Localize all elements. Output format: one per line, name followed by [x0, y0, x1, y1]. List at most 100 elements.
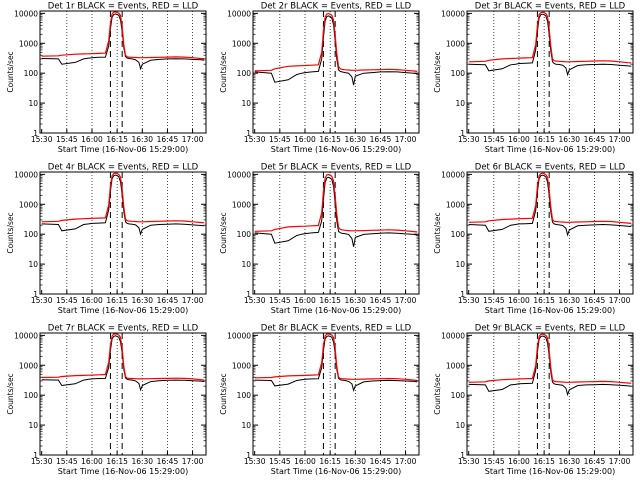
x-tick-label: 16:00 — [294, 296, 316, 305]
x-tick-label: 15:30 — [31, 296, 53, 305]
y-tick-label: 10000 — [227, 331, 251, 340]
x-tick-label: 15:30 — [244, 296, 266, 305]
x-tick-label: 16:45 — [370, 135, 392, 144]
y-tick-label: 1 — [33, 290, 38, 299]
x-tick-label: 17:00 — [609, 296, 631, 305]
y-axis-label: Counts/sec — [6, 51, 15, 92]
x-axis-label: Start Time (16-Nov-06 15:29:00) — [485, 467, 615, 476]
y-tick-label: 100 — [451, 230, 466, 239]
plot-frame — [252, 10, 420, 134]
x-tick-label: 16:00 — [81, 457, 103, 466]
y-tick-label: 1000 — [19, 200, 38, 209]
y-tick-label: 1000 — [446, 39, 465, 48]
x-axis-label: Start Time (16-Nov-06 15:29:00) — [58, 145, 188, 154]
y-tick-label: 10 — [241, 421, 251, 430]
x-axis-label: Start Time (16-Nov-06 15:29:00) — [58, 467, 188, 476]
series-line-red — [468, 333, 632, 384]
series-line-red — [254, 12, 418, 72]
y-tick-label: 10000 — [441, 170, 465, 179]
x-tick-label: 16:45 — [370, 296, 392, 305]
plot-frame — [39, 332, 207, 456]
x-tick-label: 15:30 — [31, 457, 53, 466]
y-tick-label: 100 — [24, 69, 39, 78]
y-tick-label: 100 — [24, 230, 39, 239]
y-tick-label: 100 — [24, 391, 39, 400]
chart-title: Det 9r BLACK = Events, RED = LLD — [475, 324, 626, 334]
y-tick-label: 1000 — [446, 200, 465, 209]
y-tick-label: 100 — [451, 69, 466, 78]
x-tick-label: 16:45 — [584, 296, 606, 305]
y-axis-label: Counts/sec — [433, 51, 442, 92]
x-axis-label: Start Time (16-Nov-06 15:29:00) — [58, 306, 188, 315]
x-tick-label: 16:30 — [558, 457, 580, 466]
x-axis-label: Start Time (16-Nov-06 15:29:00) — [271, 145, 401, 154]
x-axis-label: Start Time (16-Nov-06 15:29:00) — [485, 145, 615, 154]
x-tick-label: 15:45 — [483, 296, 505, 305]
x-tick-label: 16:30 — [558, 296, 580, 305]
series-line-red — [41, 333, 205, 381]
x-tick-label: 16:45 — [584, 457, 606, 466]
x-axis-label: Start Time (16-Nov-06 15:29:00) — [485, 306, 615, 315]
plot-frame — [252, 171, 420, 295]
x-tick-label: 17:00 — [609, 457, 631, 466]
x-tick-label: 17:00 — [182, 457, 204, 466]
x-tick-label: 17:00 — [182, 135, 204, 144]
y-tick-label: 10 — [241, 99, 251, 108]
plot-frame — [39, 10, 207, 134]
x-tick-label: 16:00 — [294, 457, 316, 466]
x-tick-label: 15:30 — [458, 296, 480, 305]
series-line-black — [468, 174, 632, 237]
series-line-red — [254, 173, 418, 233]
x-tick-label: 17:00 — [395, 457, 417, 466]
y-tick-label: 10000 — [441, 9, 465, 18]
y-tick-label: 1 — [246, 451, 251, 460]
y-tick-label: 1 — [33, 129, 38, 138]
series-line-red — [254, 333, 418, 382]
y-tick-label: 10000 — [14, 9, 38, 18]
x-tick-label: 16:15 — [533, 296, 555, 305]
y-tick-label: 1 — [460, 451, 465, 460]
y-tick-label: 10000 — [227, 9, 251, 18]
x-tick-label: 15:30 — [31, 135, 53, 144]
x-tick-label: 15:30 — [244, 135, 266, 144]
x-tick-label: 16:15 — [106, 457, 128, 466]
chart-panel-4: Det 4r BLACK = Events, RED = LLD 1 10 100 10… — [6, 163, 207, 315]
x-axis-label: Start Time (16-Nov-06 15:29:00) — [271, 467, 401, 476]
y-tick-label: 10 — [241, 260, 251, 269]
y-tick-label: 100 — [451, 391, 466, 400]
x-tick-label: 15:45 — [56, 135, 78, 144]
plot-frame — [252, 332, 420, 456]
plot-frame — [466, 10, 634, 134]
chart-panel-8: Det 8r BLACK = Events, RED = LLD 1 10 100 10… — [219, 324, 420, 476]
y-tick-label: 100 — [237, 391, 252, 400]
y-tick-label: 1 — [460, 129, 465, 138]
series-line-red — [468, 172, 632, 224]
y-axis-label: Counts/sec — [219, 212, 228, 253]
chart-panel-7: Det 7r BLACK = Events, RED = LLD 1 10 100 10… — [6, 324, 207, 476]
x-tick-label: 16:15 — [106, 296, 128, 305]
chart-panel-2: Det 2r BLACK = Events, RED = LLD 1 10 100 10… — [219, 2, 420, 154]
x-tick-label: 16:15 — [533, 135, 555, 144]
x-tick-label: 15:30 — [458, 457, 480, 466]
y-tick-label: 1000 — [19, 39, 38, 48]
x-tick-label: 16:30 — [344, 135, 366, 144]
y-tick-label: 1000 — [19, 361, 38, 370]
y-tick-label: 100 — [237, 69, 252, 78]
x-tick-label: 17:00 — [395, 135, 417, 144]
x-tick-label: 15:45 — [269, 296, 291, 305]
y-tick-label: 10000 — [227, 170, 251, 179]
y-tick-label: 10 — [455, 260, 465, 269]
x-tick-label: 16:15 — [319, 135, 341, 144]
y-axis-label: Counts/sec — [433, 373, 442, 414]
plot-frame — [466, 332, 634, 456]
chart-panel-5: Det 5r BLACK = Events, RED = LLD 1 10 100 10… — [219, 163, 420, 315]
x-tick-label: 15:45 — [56, 296, 78, 305]
x-tick-label: 16:30 — [131, 457, 153, 466]
chart-panel-3: Det 3r BLACK = Events, RED = LLD 1 10 100 10… — [433, 2, 634, 154]
chart-panel-9: Det 9r BLACK = Events, RED = LLD 1 10 100 10… — [433, 324, 634, 476]
x-tick-label: 16:45 — [370, 457, 392, 466]
x-tick-label: 15:45 — [269, 457, 291, 466]
x-axis-label: Start Time (16-Nov-06 15:29:00) — [271, 306, 401, 315]
